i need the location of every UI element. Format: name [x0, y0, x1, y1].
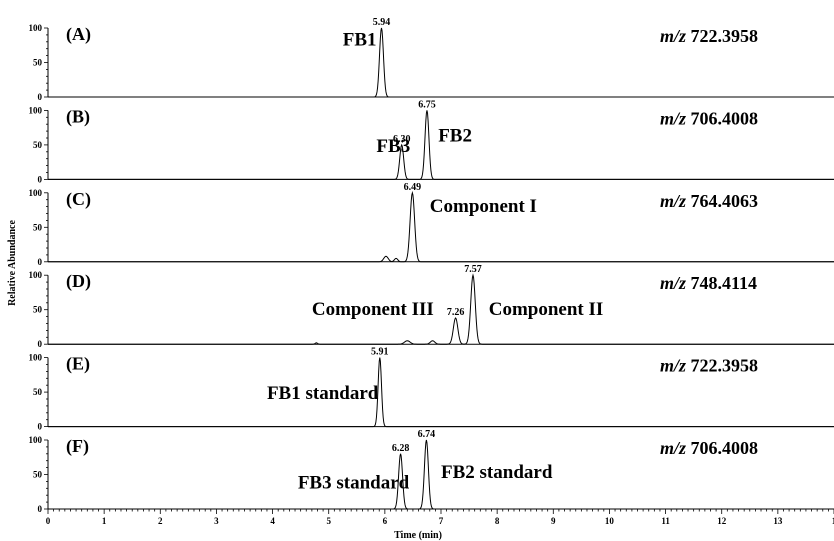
y-tick-label: 100 — [29, 353, 43, 363]
compound-label: FB2 — [438, 125, 472, 146]
x-tick-label: 10 — [605, 516, 615, 526]
mz-label: m/z 722.3958 — [660, 356, 758, 376]
mz-value: 748.4114 — [686, 273, 757, 293]
mz-label: m/z 764.4063 — [660, 191, 758, 211]
y-tick-label: 50 — [33, 470, 43, 480]
mz-value: 764.4063 — [686, 191, 758, 211]
peak-label: 6.75 — [418, 99, 436, 110]
panel-f: 0 50 100 6.28 6.74 (F) m/z 706.4008 FB3 standar… — [29, 429, 834, 514]
panel-label: (C) — [66, 189, 91, 210]
panel-c: 0 50 100 6.49 (C) m/z 764.4063 Component I — [29, 182, 834, 267]
peak-label: 6.28 — [392, 443, 410, 454]
x-tick-label: 2 — [158, 516, 163, 526]
y-tick-label: 50 — [33, 305, 43, 315]
y-tick-label: 0 — [38, 92, 43, 102]
panel-d: 0 50 100 7.57 7.26 (D) m/z 748.4114 Component I… — [29, 264, 834, 349]
y-tick-label: 100 — [29, 435, 43, 445]
x-axis-label: Time (min) — [394, 530, 442, 541]
panel-label: (B) — [66, 106, 90, 127]
x-tick-label: 1 — [832, 516, 834, 526]
peak-label: 5.91 — [371, 347, 389, 358]
y-tick-label: 50 — [33, 387, 43, 397]
y-tick-label: 0 — [38, 174, 43, 184]
x-tick-label: 9 — [551, 516, 556, 526]
mz-value: 722.3958 — [686, 356, 758, 376]
compound-label: Component III — [312, 299, 434, 320]
chromatogram-trace — [48, 190, 834, 263]
x-tick-label: 8 — [495, 516, 500, 526]
mz-prefix: m/z — [660, 356, 686, 376]
x-tick-label: 7 — [439, 516, 444, 526]
x-tick-label: 3 — [214, 516, 219, 526]
mz-value: 706.4008 — [686, 438, 758, 458]
y-tick-label: 0 — [38, 339, 43, 349]
peak-label: 6.74 — [418, 429, 436, 440]
panel-label: (E) — [66, 354, 90, 375]
compound-label: FB2 standard — [441, 462, 553, 483]
y-tick-label: 50 — [33, 58, 43, 68]
y-tick-label: 100 — [29, 188, 43, 198]
x-tick-label: 1 — [102, 516, 107, 526]
chromatogram-trace — [48, 357, 834, 428]
chromatogram-trace — [48, 273, 834, 345]
y-tick-label: 50 — [33, 222, 43, 232]
panel-b: 0 50 100 6.30 6.75 (B) m/z 706.4008 FB3 FB2 — [29, 99, 834, 184]
y-tick-label: 100 — [29, 105, 43, 115]
mz-prefix: m/z — [660, 108, 686, 128]
panel-e: 0 50 100 5.91 (E) m/z 722.3958 FB1 standard — [29, 347, 834, 432]
peak-label: 7.57 — [464, 264, 482, 275]
y-tick-label: 0 — [38, 504, 43, 514]
compound-label: FB3 — [376, 136, 410, 157]
x-tick-label: 12 — [717, 516, 727, 526]
peak-label: 5.94 — [373, 17, 391, 28]
peak-label: 7.26 — [447, 307, 465, 318]
y-tick-label: 0 — [38, 257, 43, 267]
x-tick-label: 6 — [383, 516, 388, 526]
y-tick-label: 50 — [33, 140, 43, 150]
compound-label: Component II — [489, 299, 604, 320]
peak-label: 6.30 — [393, 134, 411, 145]
mz-label: m/z 722.3958 — [660, 26, 758, 46]
panel-label: (A) — [66, 24, 91, 45]
mz-prefix: m/z — [660, 273, 686, 293]
panel-label: (F) — [66, 436, 89, 457]
compound-label: Component I — [430, 196, 537, 217]
panel-a: 0 50 100 5.94 (A) m/z 722.3958 FB1 — [29, 17, 834, 102]
x-tick-label: 5 — [326, 516, 331, 526]
panels-group: 0 50 100 5.94 (A) m/z 722.3958 FB1 0 50 100 6.30 6.… — [29, 17, 834, 514]
mz-prefix: m/z — [660, 191, 686, 211]
y-tick-label: 100 — [29, 270, 43, 280]
panel-label: (D) — [66, 271, 91, 292]
chromatogram-trace — [48, 110, 834, 180]
x-tick-label: 13 — [773, 516, 783, 526]
mz-label: m/z 706.4008 — [660, 108, 758, 128]
mz-label: m/z 706.4008 — [660, 438, 758, 458]
y-axis-label: Relative Abundance — [7, 220, 18, 306]
x-tick-label: 11 — [661, 516, 670, 526]
y-tick-label: 100 — [29, 23, 43, 33]
mz-value: 706.4008 — [686, 108, 758, 128]
mz-value: 722.3958 — [686, 26, 758, 46]
x-tick-label: 4 — [270, 516, 275, 526]
mz-prefix: m/z — [660, 438, 686, 458]
chromatogram-trace — [48, 27, 834, 98]
compound-label: FB1 — [343, 29, 377, 50]
x-axis: 0 1 2 3 4 5 6 7 8 9 10 11 12 13 1 — [46, 509, 834, 526]
x-tick-label: 0 — [46, 516, 51, 526]
y-tick-label: 0 — [38, 422, 43, 432]
mz-label: m/z 748.4114 — [660, 273, 757, 293]
mz-prefix: m/z — [660, 26, 686, 46]
compound-label: FB1 standard — [267, 383, 379, 404]
peak-label: 6.49 — [404, 182, 422, 193]
compound-label: FB3 standard — [298, 472, 410, 493]
